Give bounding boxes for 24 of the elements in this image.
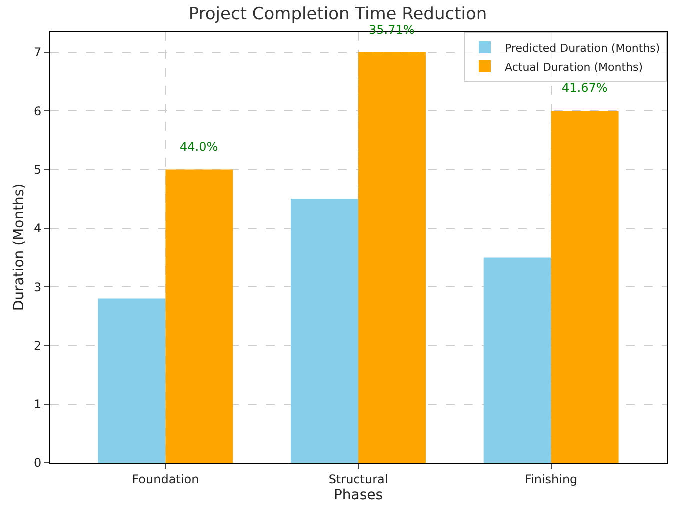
- annotation: 41.67%: [562, 81, 608, 95]
- bar: [98, 298, 166, 463]
- bar: [358, 52, 426, 463]
- bar: [484, 258, 552, 463]
- x-tick-label: Structural: [328, 472, 388, 486]
- y-tick-label: 4: [34, 222, 42, 236]
- y-tick-label: 0: [34, 456, 42, 470]
- legend-label: Actual Duration (Months): [505, 60, 644, 74]
- chart-title: Project Completion Time Reduction: [188, 4, 488, 25]
- x-tick-label: Foundation: [132, 472, 200, 486]
- bar: [166, 170, 234, 463]
- y-tick-label: 6: [34, 104, 42, 118]
- y-tick-label: 3: [34, 280, 42, 294]
- y-tick-label: 5: [34, 163, 42, 177]
- y-tick-label: 2: [34, 338, 42, 353]
- bar: [551, 111, 619, 463]
- y-axis-title: Duration (Months): [12, 184, 28, 312]
- bar: [291, 199, 358, 463]
- x-tick-label: Finishing: [524, 472, 578, 486]
- legend-label: Predicted Duration (Months): [505, 42, 660, 55]
- y-tick-label: 1: [34, 398, 42, 412]
- annotation: 44.0%: [180, 140, 218, 154]
- x-axis-title: Phases: [334, 488, 384, 504]
- y-tick-label: 7: [34, 46, 42, 60]
